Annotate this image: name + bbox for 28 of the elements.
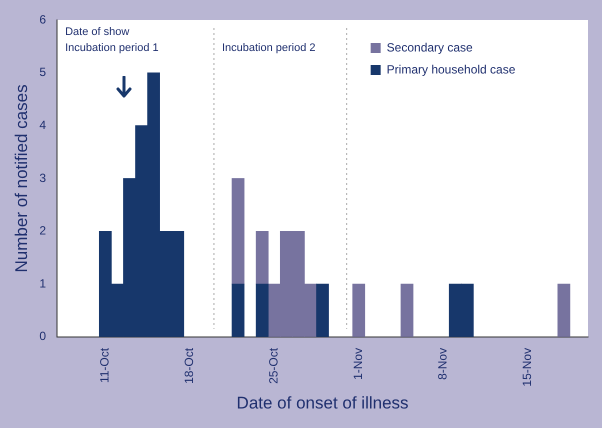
bar bbox=[400, 284, 414, 337]
bar bbox=[352, 284, 366, 337]
y-tick-label: 4 bbox=[39, 118, 46, 132]
y-tick-label: 6 bbox=[39, 12, 46, 26]
x-tick-label: 11-Oct bbox=[98, 347, 112, 384]
y-tick-label: 1 bbox=[39, 276, 46, 290]
x-tick-label: 1-Nov bbox=[351, 348, 366, 380]
bar bbox=[232, 178, 244, 284]
y-tick-label: 0 bbox=[39, 329, 46, 344]
y-tick-label: 5 bbox=[39, 65, 46, 80]
bar bbox=[256, 230, 269, 284]
legend-label: Primary household case bbox=[386, 62, 516, 76]
bar bbox=[316, 284, 329, 337]
x-tick-label: 18-Oct bbox=[182, 347, 196, 384]
bar bbox=[232, 284, 244, 337]
x-tick-label: 25-Oct bbox=[266, 347, 281, 384]
x-tick-label: 8-Nov bbox=[436, 348, 450, 380]
x-axis-title: Date of onset of illness bbox=[236, 393, 409, 412]
annotation: Date of show bbox=[65, 26, 130, 38]
legend-label: Secondary case bbox=[386, 40, 474, 54]
x-tick-label: 15-Nov bbox=[520, 348, 534, 387]
y-tick-label: 3 bbox=[39, 170, 46, 185]
bar bbox=[558, 284, 570, 337]
annotation: Incubation period 1 bbox=[65, 42, 159, 54]
y-tick-label: 2 bbox=[39, 224, 46, 238]
bar bbox=[256, 284, 269, 337]
annotation: Incubation period 2 bbox=[222, 42, 316, 54]
y-axis-title: Number of notified cases bbox=[12, 84, 31, 272]
